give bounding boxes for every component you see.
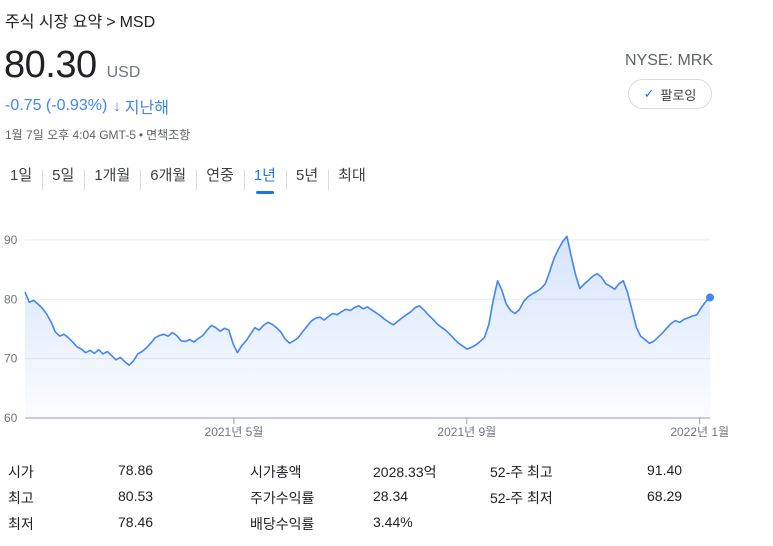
exchange-ticker: NYSE: MRK — [624, 52, 713, 69]
tab-1m[interactable]: 1개월 — [84, 160, 140, 190]
breadcrumb-separator: > — [106, 14, 116, 31]
price-area — [25, 236, 710, 418]
tab-6m[interactable]: 6개월 — [140, 160, 196, 190]
tab-label: 5일 — [52, 167, 75, 184]
follow-button[interactable]: ✓ 팔로잉 — [628, 79, 712, 109]
breadcrumb-parent-link[interactable]: 주식 시장 요약 — [5, 14, 103, 31]
tab-1y[interactable]: 1년 — [243, 160, 286, 194]
active-tab-indicator — [255, 191, 274, 194]
stat-value: 2028.33억 — [373, 464, 437, 480]
arrow-down-icon: ↓ — [113, 97, 121, 115]
stat-value: 78.86 — [118, 462, 154, 478]
currency-label: USD — [106, 64, 141, 81]
quote-timestamp-row: 1월 7일 오후 4:04 GMT-5 • 면책조항 — [5, 126, 190, 143]
stat-value: 91.40 — [647, 462, 683, 478]
range-tabs: 1일 5일 1개월 6개월 연중 1년 5년 최대 — [0, 160, 376, 194]
check-icon: ✓ — [643, 86, 655, 101]
tab-label: 5년 — [295, 167, 319, 184]
x-tick-label: 2021년 9월 — [437, 425, 496, 439]
stat-label: 최고 — [8, 490, 34, 506]
stock-price: 80.30 — [4, 44, 97, 86]
tab-label: 1일 — [10, 167, 33, 184]
stats-row: 최고 80.53 주가수익률 28.34 52-주 최저 68.29 — [0, 488, 773, 514]
quote-timestamp: 1월 7일 오후 4:04 GMT-5 — [5, 128, 136, 142]
stat-label: 시가 — [8, 464, 34, 480]
stats-row: 시가 78.86 시가총액 2028.33억 52-주 최고 91.40 — [0, 462, 773, 488]
y-tick-label: 60 — [4, 411, 18, 425]
price-line — [24, 235, 711, 366]
stat-label: 배당수익률 — [250, 516, 315, 532]
x-tick-label: 2021년 5월 — [205, 425, 264, 439]
tab-5d[interactable]: 5일 — [42, 160, 84, 190]
x-tick-label: 2022년 1월 — [670, 425, 729, 439]
stat-value: 3.44% — [373, 514, 413, 530]
tab-label: 6개월 — [150, 167, 187, 184]
stat-label: 시가총액 — [250, 464, 302, 480]
follow-label: 팔로잉 — [660, 87, 697, 103]
y-tick-label: 90 — [4, 233, 18, 247]
stat-label: 최저 — [8, 516, 34, 532]
stat-label: 주가수익률 — [250, 490, 315, 506]
stats-table: 시가 78.86 시가총액 2028.33억 52-주 최고 91.40 최고 … — [0, 462, 773, 540]
stat-label: 52-주 최고 — [490, 464, 553, 480]
stat-value: 68.29 — [647, 488, 683, 504]
last-price-point — [706, 293, 714, 302]
price-row: 80.30 USD — [4, 44, 140, 87]
breadcrumb: 주식 시장 요약 > MSD — [5, 8, 155, 32]
change-value: -0.75 (-0.93%) — [5, 97, 108, 114]
stat-value: 78.46 — [118, 514, 154, 530]
tab-ytd[interactable]: 연중 — [196, 160, 244, 190]
stat-value: 80.53 — [118, 488, 154, 504]
tab-max[interactable]: 최대 — [328, 160, 376, 190]
stats-row: 최저 78.46 배당수익률 3.44% — [0, 514, 773, 540]
y-tick-label: 70 — [4, 352, 18, 366]
price-change: -0.75 (-0.93%) ↓ 지난해 — [5, 94, 169, 118]
meta-dot: • — [138, 128, 144, 142]
tab-label: 1개월 — [94, 167, 131, 184]
tab-label: 1년 — [253, 167, 276, 184]
price-chart[interactable]: 90 80 70 60 2021년 5월 2021년 9월 2022년 1월 — [0, 228, 773, 448]
tab-label: 연중 — [206, 167, 234, 184]
breadcrumb-current: MSD — [119, 14, 156, 31]
y-tick-label: 80 — [4, 292, 18, 306]
tab-label: 최대 — [338, 167, 366, 184]
stat-value: 28.34 — [373, 488, 409, 504]
stat-label: 52-주 최저 — [490, 490, 553, 506]
change-period: 지난해 — [124, 100, 169, 117]
tab-1d[interactable]: 1일 — [0, 160, 42, 190]
disclaimer-link[interactable]: 면책조항 — [146, 128, 191, 142]
tab-5y[interactable]: 5년 — [285, 160, 328, 190]
